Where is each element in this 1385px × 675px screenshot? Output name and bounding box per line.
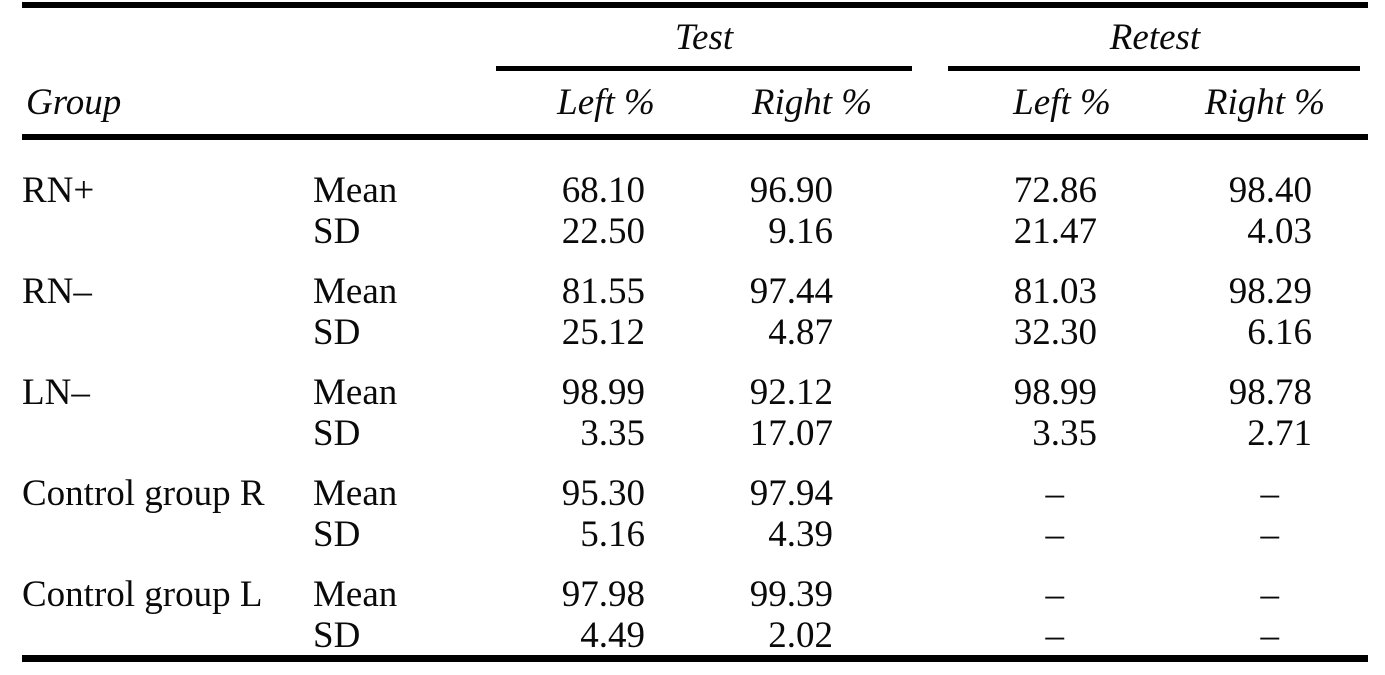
group-block-rn-minus: RN– Mean 81.55 97.44 81.03 98.29 SD 25.1… — [22, 271, 1312, 353]
value-retest-right: 98.29 — [1228, 271, 1312, 312]
value-retest-left: 21.47 — [1013, 211, 1097, 252]
column-header-test-right: Right % — [751, 82, 873, 123]
group-block-ln-minus: LN– Mean 98.99 92.12 98.99 98.78 SD 3.35… — [22, 372, 1312, 454]
value-test-right: 99.39 — [749, 574, 833, 615]
value-test-right: 97.94 — [749, 473, 833, 514]
group-name-spacer — [22, 413, 313, 454]
table-row: SD 5.16 4.39 – – — [22, 514, 1312, 555]
table-row: SD 3.35 17.07 3.35 2.71 — [22, 413, 1312, 454]
value-retest-left: 81.03 — [1013, 271, 1097, 312]
spanner-test: Test — [674, 17, 734, 58]
value-test-right: 92.12 — [749, 372, 833, 413]
value-test-left: 97.98 — [561, 574, 645, 615]
value-retest-left: – — [1045, 574, 1065, 615]
value-retest-right: 98.40 — [1228, 170, 1312, 211]
column-header-retest-right: Right % — [1204, 82, 1326, 123]
retest-spanner-rule — [948, 66, 1360, 71]
value-test-right: 17.07 — [749, 413, 833, 454]
stat-label: SD — [313, 514, 361, 555]
group-name-spacer — [22, 615, 313, 656]
stat-label: Mean — [313, 473, 398, 514]
value-retest-left: – — [1045, 615, 1065, 656]
value-retest-right: – — [1260, 514, 1280, 555]
group-name: RN– — [22, 271, 92, 312]
group-name: Control group R — [22, 473, 265, 514]
table-row: RN+ Mean 68.10 96.90 72.86 98.40 — [22, 170, 1312, 211]
value-retest-right: – — [1260, 473, 1280, 514]
stat-label: SD — [313, 312, 361, 353]
value-test-left: 98.99 — [561, 372, 645, 413]
stat-label: Mean — [313, 372, 398, 413]
group-name: Control group L — [22, 574, 263, 615]
table-row: SD 25.12 4.87 32.30 6.16 — [22, 312, 1312, 353]
group-name: RN+ — [22, 170, 95, 211]
column-header-retest-left: Left % — [1013, 82, 1111, 123]
value-retest-left: 72.86 — [1013, 170, 1097, 211]
value-retest-left: 32.30 — [1013, 312, 1097, 353]
value-test-right: 96.90 — [749, 170, 833, 211]
table-bottom-rule — [22, 655, 1368, 662]
value-test-left: 81.55 — [561, 271, 645, 312]
table-row: Control group R Mean 95.30 97.94 – – — [22, 473, 1312, 514]
group-block-control-r: Control group R Mean 95.30 97.94 – – SD … — [22, 473, 1312, 555]
spanner-retest: Retest — [1109, 17, 1201, 58]
group-name-spacer — [22, 514, 313, 555]
group-block-control-l: Control group L Mean 97.98 99.39 – – SD … — [22, 574, 1312, 656]
table-row: RN– Mean 81.55 97.44 81.03 98.29 — [22, 271, 1312, 312]
column-header-test-left: Left % — [557, 82, 655, 123]
group-name-spacer — [22, 312, 313, 353]
stat-label: SD — [313, 413, 361, 454]
value-retest-right: 6.16 — [1247, 312, 1312, 353]
stat-label: SD — [313, 615, 361, 656]
value-retest-right: – — [1260, 574, 1280, 615]
value-retest-right: 2.71 — [1247, 413, 1312, 454]
stat-label: Mean — [313, 271, 398, 312]
paper-table: Test Retest Group Left % Right % Left % … — [22, 0, 1368, 665]
header-bottom-rule — [22, 134, 1368, 140]
table-row: SD 4.49 2.02 – – — [22, 615, 1312, 656]
group-name-spacer — [22, 211, 313, 252]
value-test-left: 25.12 — [561, 312, 645, 353]
table-row: Control group L Mean 97.98 99.39 – – — [22, 574, 1312, 615]
stat-label: Mean — [313, 170, 398, 211]
value-test-left: 4.49 — [580, 615, 645, 656]
value-test-left: 3.35 — [580, 413, 645, 454]
value-retest-right: 98.78 — [1228, 372, 1312, 413]
stat-label: SD — [313, 211, 361, 252]
value-test-left: 22.50 — [561, 211, 645, 252]
value-retest-right: – — [1260, 615, 1280, 656]
value-test-right: 9.16 — [768, 211, 833, 252]
column-header-group: Group — [26, 82, 122, 123]
value-test-right: 4.39 — [768, 514, 833, 555]
value-retest-right: 4.03 — [1247, 211, 1312, 252]
group-block-rn-plus: RN+ Mean 68.10 96.90 72.86 98.40 SD 22.5… — [22, 170, 1312, 252]
value-retest-left: – — [1045, 473, 1065, 514]
table-row: LN– Mean 98.99 92.12 98.99 98.78 — [22, 372, 1312, 413]
value-test-right: 4.87 — [768, 312, 833, 353]
table-row: SD 22.50 9.16 21.47 4.03 — [22, 211, 1312, 252]
value-test-left: 95.30 — [561, 473, 645, 514]
value-test-left: 68.10 — [561, 170, 645, 211]
group-name: LN– — [22, 372, 90, 413]
value-test-right: 97.44 — [749, 271, 833, 312]
value-retest-left: 3.35 — [1032, 413, 1097, 454]
table-top-rule — [22, 2, 1368, 8]
value-retest-left: 98.99 — [1013, 372, 1097, 413]
table-body: RN+ Mean 68.10 96.90 72.86 98.40 SD 22.5… — [22, 170, 1312, 675]
value-test-left: 5.16 — [580, 514, 645, 555]
stat-label: Mean — [313, 574, 398, 615]
value-retest-left: – — [1045, 514, 1065, 555]
value-test-right: 2.02 — [768, 615, 833, 656]
test-spanner-rule — [496, 66, 912, 71]
